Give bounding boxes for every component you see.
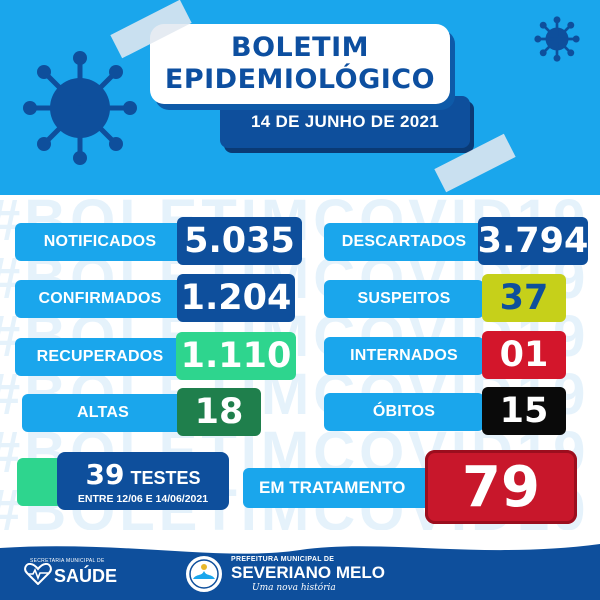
stat-value: 5.035 xyxy=(177,217,302,265)
stat-label: SUSPEITOS xyxy=(324,280,484,318)
testes-count: 39 xyxy=(85,457,125,491)
footer-wave-shape xyxy=(0,530,600,554)
stat-label: ALTAS xyxy=(22,394,184,432)
tratamento-value: 79 xyxy=(425,450,577,524)
prefeitura-top-text: PREFEITURA MUNICIPAL DE xyxy=(231,556,335,563)
testes-main: 39 TESTES xyxy=(86,458,201,491)
testes-label: TESTES xyxy=(130,467,201,488)
stat-value: 3.794 xyxy=(478,217,588,265)
stat-label: ÓBITOS xyxy=(324,393,484,431)
testes-period: ENTRE 12/06 E 14/06/2021 xyxy=(77,492,209,505)
stat-label: DESCARTADOS xyxy=(324,223,484,261)
stat-value: 18 xyxy=(177,388,261,436)
bulletin-date: 14 DE JUNHO DE 2021 xyxy=(250,112,440,131)
virus-icon xyxy=(23,51,137,165)
stat-label: CONFIRMADOS xyxy=(15,280,185,318)
prefeitura-name: SEVERIANO MELO xyxy=(231,563,385,582)
heart-icon xyxy=(24,563,52,585)
stat-label: RECUPERADOS xyxy=(15,338,185,376)
title-line-1: BOLETIM xyxy=(230,32,369,63)
stat-label: INTERNADOS xyxy=(324,337,484,375)
testes-card: 39 TESTES ENTRE 12/06 E 14/06/2021 xyxy=(57,452,229,510)
stat-value: 1.204 xyxy=(177,274,295,322)
virus-small-icon xyxy=(534,16,580,62)
stat-value: 01 xyxy=(482,331,566,379)
stat-value: 37 xyxy=(482,274,566,322)
saude-logo-text: SAÚDE xyxy=(54,566,118,586)
header-banner: 14 DE JUNHO DE 2021 BOLETIM EPIDEMIOLÓGI… xyxy=(0,0,600,195)
title-line-2: EPIDEMIOLÓGICO xyxy=(164,64,436,95)
date-card: 14 DE JUNHO DE 2021 xyxy=(220,96,470,148)
stat-value: 15 xyxy=(482,387,566,435)
tratamento-label: EM TRATAMENTO xyxy=(243,468,443,508)
prefeitura-slogan: Uma nova história xyxy=(252,583,336,593)
prefeitura-seal-icon xyxy=(184,554,224,594)
title-card: BOLETIM EPIDEMIOLÓGICO xyxy=(150,24,450,104)
footer-bar xyxy=(0,530,600,600)
stat-value: 1.110 xyxy=(176,332,296,380)
saude-top-text: SECRETARIA MUNICIPAL DE xyxy=(30,558,105,564)
stat-label: NOTIFICADOS xyxy=(15,223,185,261)
